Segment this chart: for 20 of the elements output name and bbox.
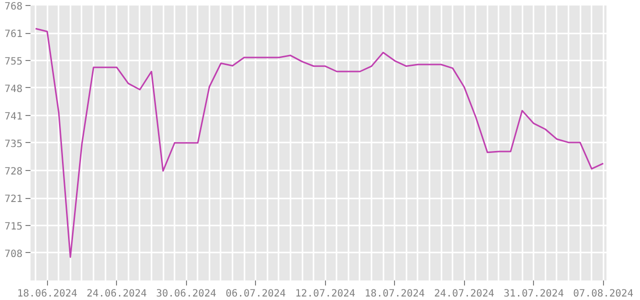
x-tick-label: 07.08.2024 <box>573 288 634 300</box>
y-tick-label: 755 <box>4 56 22 68</box>
x-tick-label: 12.07.2024 <box>295 288 356 300</box>
x-tick-label: 31.07.2024 <box>504 288 564 300</box>
y-tick-label: 715 <box>4 221 22 232</box>
y-tick-label: 728 <box>4 166 22 178</box>
line-series <box>34 28 604 258</box>
y-tick-label: 708 <box>4 248 22 260</box>
y-tick-label: 748 <box>4 84 22 95</box>
x-tick-label: 06.07.2024 <box>226 288 286 300</box>
y-tick-label: 761 <box>4 29 22 40</box>
x-tick-label: 24.07.2024 <box>434 288 494 300</box>
y-tick-label: 721 <box>4 194 22 206</box>
x-tick-label: 18.07.2024 <box>364 288 425 300</box>
y-tick-label: 768 <box>4 2 22 12</box>
y-tick-label: 735 <box>4 138 22 150</box>
y-tick-label: 741 <box>4 112 22 123</box>
x-tick-label: 24.06.2024 <box>86 288 147 300</box>
x-tick-label: 18.06.2024 <box>17 288 78 300</box>
x-tick-label: 30.06.2024 <box>156 288 216 300</box>
